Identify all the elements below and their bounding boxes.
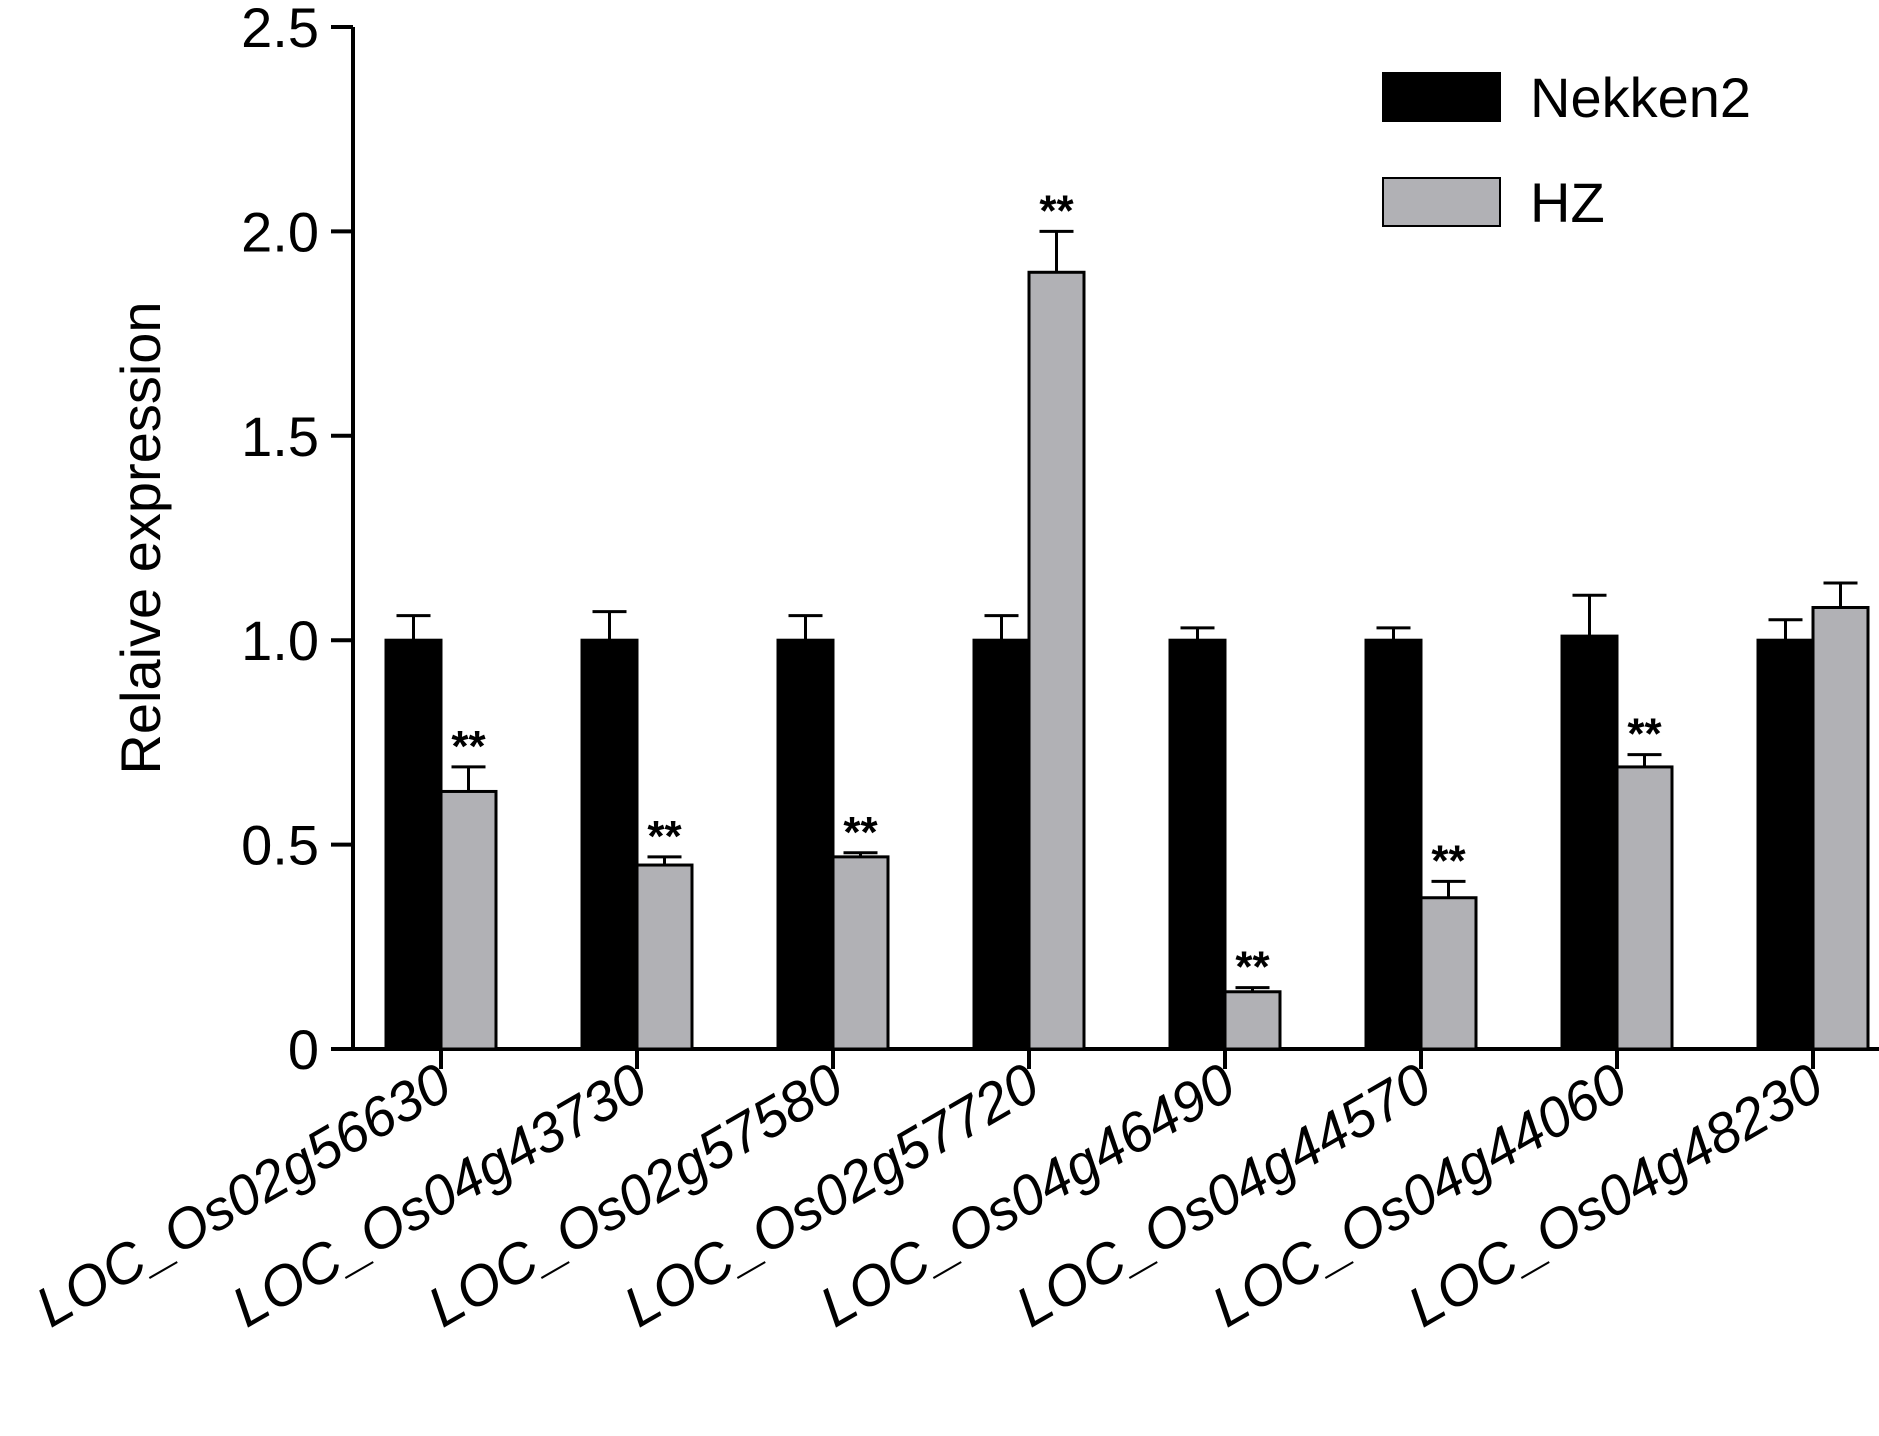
bar-hz bbox=[831, 855, 890, 1051]
significance-label: ** bbox=[1431, 836, 1466, 885]
bar-nekken2 bbox=[972, 638, 1031, 1051]
legend-label: HZ bbox=[1530, 171, 1605, 234]
y-axis-title: Relaive expression bbox=[109, 301, 172, 774]
significance-label: ** bbox=[1235, 943, 1270, 992]
bar-hz bbox=[1027, 270, 1086, 1051]
y-tick-label: 2.0 bbox=[241, 200, 319, 263]
bar-nekken2 bbox=[776, 638, 835, 1051]
bar-nekken2 bbox=[1168, 638, 1227, 1051]
bar-nekken2 bbox=[1364, 638, 1423, 1051]
y-tick-label: 0 bbox=[288, 1018, 319, 1081]
legend-label: Nekken2 bbox=[1530, 66, 1751, 129]
bar-nekken2 bbox=[1560, 634, 1619, 1051]
y-tick-label: 1.5 bbox=[241, 405, 319, 468]
bar-hz bbox=[1811, 605, 1870, 1051]
y-tick-label: 0.5 bbox=[241, 814, 319, 877]
y-tick-label: 1.0 bbox=[241, 609, 319, 672]
significance-label: ** bbox=[647, 812, 682, 861]
significance-label: ** bbox=[1039, 186, 1074, 235]
bar-nekken2 bbox=[580, 638, 639, 1051]
y-tick-label: 2.5 bbox=[241, 0, 319, 59]
bars bbox=[384, 229, 1870, 1051]
bar-nekken2 bbox=[384, 638, 443, 1051]
bar-nekken2 bbox=[1756, 638, 1815, 1051]
bar-hz bbox=[1223, 990, 1282, 1051]
significance-label: ** bbox=[843, 808, 878, 857]
legend-swatch bbox=[1382, 72, 1501, 122]
significance-label: ** bbox=[451, 722, 486, 771]
bar-hz bbox=[439, 789, 498, 1051]
legend-swatch bbox=[1382, 177, 1501, 227]
bar-hz bbox=[635, 863, 694, 1051]
legend: Nekken2 HZ bbox=[1382, 66, 1751, 234]
axes: 0 0.5 1.0 1.5 2.0 2.5 bbox=[241, 0, 1879, 1081]
significance-label: ** bbox=[1627, 710, 1662, 759]
bar-hz bbox=[1615, 765, 1674, 1051]
bar-hz bbox=[1419, 896, 1478, 1051]
